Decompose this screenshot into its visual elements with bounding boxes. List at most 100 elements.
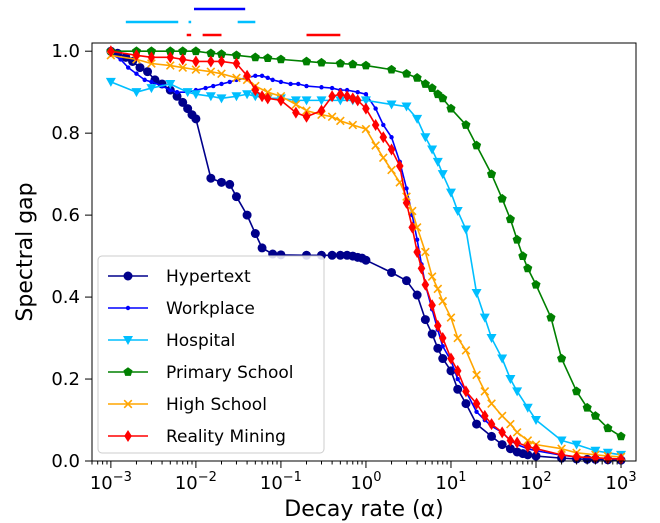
series-hypertext [106, 46, 626, 465]
data-point-primary-school [446, 103, 456, 113]
x-tick-exponent: 0 [373, 470, 381, 485]
data-point-primary-school [438, 93, 448, 103]
legend: Hypertext Workplace Hospital Primary School… [97, 255, 325, 454]
data-point-hypertext [231, 192, 241, 202]
data-point-primary-school [361, 60, 371, 70]
y-tick-label: 0.8 [51, 123, 80, 144]
legend-label-workplace: Workplace [166, 299, 255, 319]
data-point-reality-mining [371, 118, 380, 131]
data-point-high-school [302, 106, 311, 115]
data-point-hypertext [438, 354, 448, 364]
data-point-high-school [557, 444, 566, 454]
data-point-workplace [304, 83, 309, 89]
x-tick-label: 100 [350, 470, 381, 494]
data-point-hospital [412, 114, 423, 124]
data-point-hospital [427, 145, 438, 155]
data-point-high-school [512, 427, 522, 437]
data-point-hospital [231, 92, 242, 102]
series-layer [105, 45, 627, 465]
x-axis: 10−3 10−2 10−1 100 101 102 103 [90, 461, 637, 494]
data-point-reality-mining [487, 418, 496, 431]
data-point-primary-school [335, 58, 345, 68]
x-tick-base: 10 [435, 473, 458, 494]
data-point-high-school [438, 296, 448, 306]
data-point-hospital [290, 96, 301, 106]
data-point-hospital [165, 79, 176, 89]
data-point-reality-mining [591, 451, 600, 464]
data-point-workplace [174, 89, 180, 95]
data-point-hypertext [472, 419, 482, 429]
data-point-hospital [590, 446, 601, 456]
data-point-hospital [460, 225, 471, 235]
data-point-hypertext [178, 97, 188, 107]
data-point-hypertext [433, 343, 443, 353]
data-point-primary-school [531, 279, 541, 289]
data-point-reality-mining [417, 262, 426, 275]
data-point-primary-school [420, 79, 430, 88]
legend-label-primary-school: Primary School [166, 363, 294, 383]
x-tick-base: 10 [175, 473, 198, 494]
data-point-hospital [335, 96, 346, 106]
x-tick-label: 10−3 [90, 470, 132, 494]
data-point-workplace [126, 65, 131, 70]
data-point-hospital [316, 96, 327, 106]
data-point-workplace [355, 89, 360, 95]
data-point-hypertext [461, 399, 471, 409]
data-point-primary-school [461, 120, 471, 129]
data-point-hospital [445, 188, 456, 198]
data-point-hospital [505, 375, 516, 385]
data-point-primary-school [512, 234, 522, 244]
data-point-reality-mining [434, 319, 442, 332]
data-point-reality-mining [302, 110, 311, 123]
data-point-reality-mining [166, 51, 175, 64]
data-point-hospital [146, 84, 157, 94]
data-point-primary-school [206, 48, 216, 58]
data-point-hospital [360, 96, 371, 106]
data-point-hospital [420, 133, 431, 143]
data-point-hypertext [135, 63, 145, 73]
data-point-reality-mining [336, 88, 345, 101]
legend-item-workplace: Workplace [108, 299, 255, 319]
data-point-high-school [232, 73, 241, 83]
y-tick-label: 0.6 [51, 205, 80, 226]
x-tick-base: 10 [90, 473, 113, 494]
data-point-hypertext [206, 173, 216, 183]
data-point-reality-mining [207, 55, 215, 68]
data-point-primary-school [231, 50, 242, 60]
data-point-hypertext [172, 91, 182, 101]
data-point-primary-school [616, 431, 626, 441]
y-tick-label: 0.2 [51, 369, 80, 390]
data-point-workplace [288, 81, 293, 87]
data-point-hypertext [387, 267, 397, 277]
data-point-hospital [131, 88, 142, 98]
data-point-reality-mining [402, 196, 411, 209]
data-point-hospital [531, 416, 542, 426]
data-point-high-school [191, 65, 201, 75]
top-segments [125, 7, 341, 37]
data-point-workplace [211, 83, 216, 89]
data-point-reality-mining [506, 434, 515, 447]
data-point-reality-mining [107, 45, 115, 58]
data-point-reality-mining [438, 332, 447, 345]
data-point-primary-school [518, 251, 528, 260]
data-point-workplace [329, 85, 335, 91]
legend-marker-hospital [123, 336, 133, 345]
data-point-primary-school [301, 56, 312, 66]
data-point-hospital [216, 94, 227, 104]
data-point-hypertext [523, 450, 533, 460]
legend-item-primary-school: Primary School [108, 363, 294, 383]
data-point-primary-school [486, 169, 497, 179]
data-point-reality-mining [132, 49, 141, 62]
legend-label-reality-mining: Reality Mining [166, 427, 286, 447]
plot-area [91, 42, 637, 462]
data-point-high-school [206, 67, 216, 77]
data-point-workplace [149, 79, 154, 85]
data-point-hospital [250, 92, 261, 102]
data-point-hospital [471, 288, 482, 298]
data-point-workplace [168, 87, 173, 93]
data-point-hypertext [505, 444, 515, 454]
x-tick-base: 10 [260, 473, 283, 494]
data-point-reality-mining [513, 436, 521, 449]
data-point-high-school [433, 284, 443, 294]
data-point-workplace [404, 186, 409, 191]
